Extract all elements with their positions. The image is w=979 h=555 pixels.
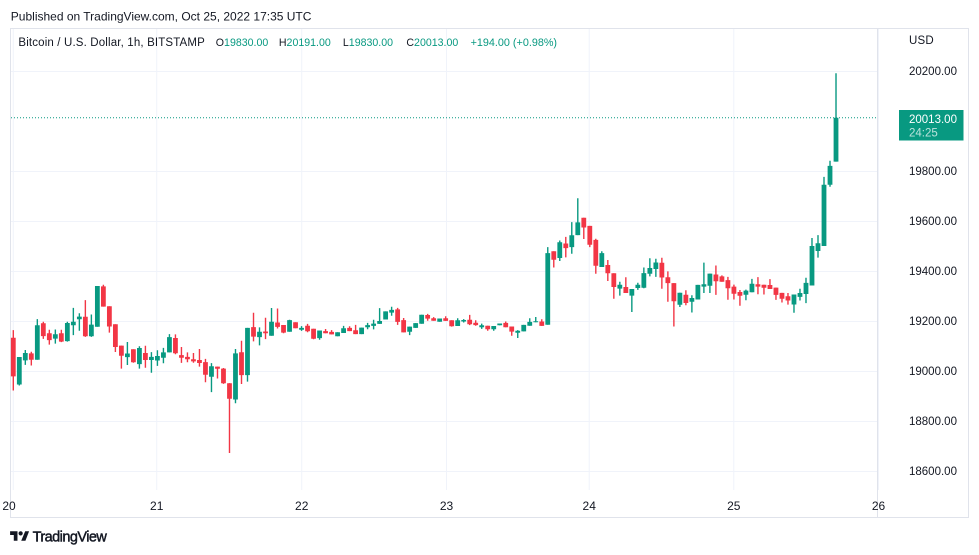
svg-text:20013.00: 20013.00 bbox=[909, 114, 957, 126]
svg-text:Published on TradingView.com,: Published on TradingView.com, Oct 25, 20… bbox=[11, 9, 312, 23]
svg-text:Bitcoin / U.S. Dollar, 1h, BIT: Bitcoin / U.S. Dollar, 1h, BITSTAMP bbox=[18, 37, 205, 49]
svg-text:O19830.00: O19830.00 bbox=[216, 37, 269, 49]
svg-text:26: 26 bbox=[872, 499, 886, 513]
svg-text:18800.00: 18800.00 bbox=[909, 416, 957, 428]
svg-text:18600.00: 18600.00 bbox=[909, 466, 957, 478]
svg-text:C20013.00: C20013.00 bbox=[406, 37, 458, 49]
svg-text:USD: USD bbox=[909, 35, 934, 47]
svg-text:19800.00: 19800.00 bbox=[909, 166, 957, 178]
svg-text:20: 20 bbox=[2, 499, 16, 513]
svg-text:22: 22 bbox=[295, 499, 309, 513]
svg-text:H20191.00: H20191.00 bbox=[279, 37, 331, 49]
svg-text:19000.00: 19000.00 bbox=[909, 366, 957, 378]
svg-text:TradingView: TradingView bbox=[33, 530, 108, 546]
svg-text:23: 23 bbox=[440, 499, 454, 513]
svg-text:19400.00: 19400.00 bbox=[909, 266, 957, 278]
svg-text:25: 25 bbox=[727, 499, 741, 513]
svg-text:20200.00: 20200.00 bbox=[909, 66, 957, 78]
svg-text:L19830.00: L19830.00 bbox=[343, 37, 393, 49]
svg-text:24: 24 bbox=[583, 499, 597, 513]
svg-text:19600.00: 19600.00 bbox=[909, 216, 957, 228]
svg-text:21: 21 bbox=[150, 499, 164, 513]
svg-text:+194.00 (+0.98%): +194.00 (+0.98%) bbox=[471, 37, 557, 49]
svg-text:24:25: 24:25 bbox=[909, 128, 938, 140]
svg-text:19200.00: 19200.00 bbox=[909, 316, 957, 328]
